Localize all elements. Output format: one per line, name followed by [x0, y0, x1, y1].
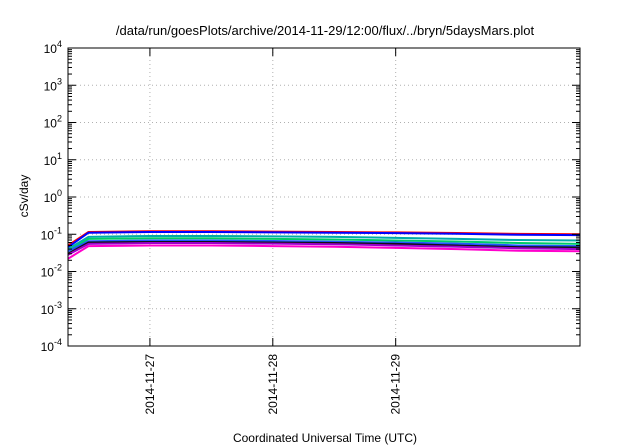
y-tick-label: 10-1 [41, 225, 62, 242]
axis-ticks: 10-4 10-3 10-2 10-1 100 101 102 103 104 2014-11-2… [41, 39, 580, 415]
plot-frame [67, 47, 581, 347]
y-tick-label: 101 [44, 151, 62, 168]
series-line [67, 237, 581, 253]
y-tick-label: 10-2 [41, 263, 62, 280]
y-tick-label: 102 [44, 114, 62, 131]
chart-title: /data/run/goesPlots/archive/2014-11-29/1… [116, 23, 535, 38]
series-line [67, 240, 581, 255]
series-line [67, 244, 581, 260]
y-tick-label: 104 [44, 39, 62, 56]
series-line [67, 234, 581, 250]
x-tick-label: 2014-11-28 [266, 354, 280, 415]
series-line [67, 242, 581, 256]
y-tick-label: 10-3 [41, 300, 62, 317]
y-axis-label: cSv/day [17, 175, 31, 218]
y-tick-label: 10-4 [41, 337, 62, 354]
x-axis-label: Coordinated Universal Time (UTC) [233, 431, 417, 445]
x-tick-label: 2014-11-27 [143, 354, 157, 415]
gridlines [68, 48, 580, 346]
series-lines [67, 230, 581, 260]
x-tick-label: 2014-11-29 [389, 354, 403, 415]
y-tick-label: 100 [44, 188, 62, 205]
series-line [67, 230, 581, 248]
series-line [67, 239, 581, 253]
y-tick-label: 103 [44, 76, 62, 93]
